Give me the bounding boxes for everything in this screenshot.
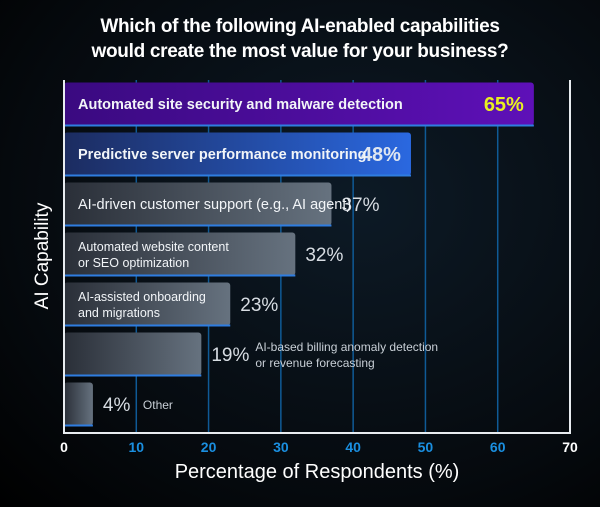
value-label: 37% xyxy=(341,195,379,216)
category-label: AI-driven customer support (e.g., AI age… xyxy=(78,197,351,213)
bar xyxy=(64,382,93,426)
category-label: or SEO optimization xyxy=(78,256,189,270)
value-label: 48% xyxy=(361,144,401,166)
category-label: AI-assisted onboarding xyxy=(78,290,206,304)
category-label: and migrations xyxy=(78,306,160,320)
bar xyxy=(64,232,296,276)
category-label: Other xyxy=(143,398,173,412)
chart-title: Which of the following AI-enabled capabi… xyxy=(0,14,600,64)
value-label: 65% xyxy=(484,94,524,116)
bar xyxy=(64,82,534,126)
value-label: 23% xyxy=(240,295,278,316)
x-tick-label: 60 xyxy=(490,439,506,455)
category-label: or revenue forecasting xyxy=(255,356,374,370)
x-tick-label: 50 xyxy=(418,439,434,455)
category-label: Automated site security and malware dete… xyxy=(78,97,403,113)
category-label: AI-based billing anomaly detection xyxy=(255,340,438,354)
bar xyxy=(64,182,332,226)
bar xyxy=(64,332,202,376)
value-label: 32% xyxy=(305,245,343,266)
y-axis-label: AI Capability xyxy=(32,202,53,310)
bar xyxy=(64,132,411,176)
bar xyxy=(64,282,231,326)
x-tick-label: 70 xyxy=(562,439,578,455)
x-tick-label: 10 xyxy=(128,439,144,455)
x-tick-label: 20 xyxy=(201,439,217,455)
x-axis-label: Percentage of Respondents (%) xyxy=(174,461,460,483)
category-label: Predictive server performance monitoring xyxy=(78,147,367,163)
title-line-2: would create the most value for your bus… xyxy=(91,41,509,62)
title-line-1: Which of the following AI-enabled capabi… xyxy=(100,16,500,37)
value-label: 4% xyxy=(103,395,131,416)
x-tick-label: 0 xyxy=(60,439,68,455)
x-tick-label: 40 xyxy=(345,439,361,455)
x-tick-label: 30 xyxy=(273,439,289,455)
category-label: Automated website content xyxy=(78,240,229,254)
value-label: 19% xyxy=(211,345,249,366)
plot-frame xyxy=(63,80,571,434)
